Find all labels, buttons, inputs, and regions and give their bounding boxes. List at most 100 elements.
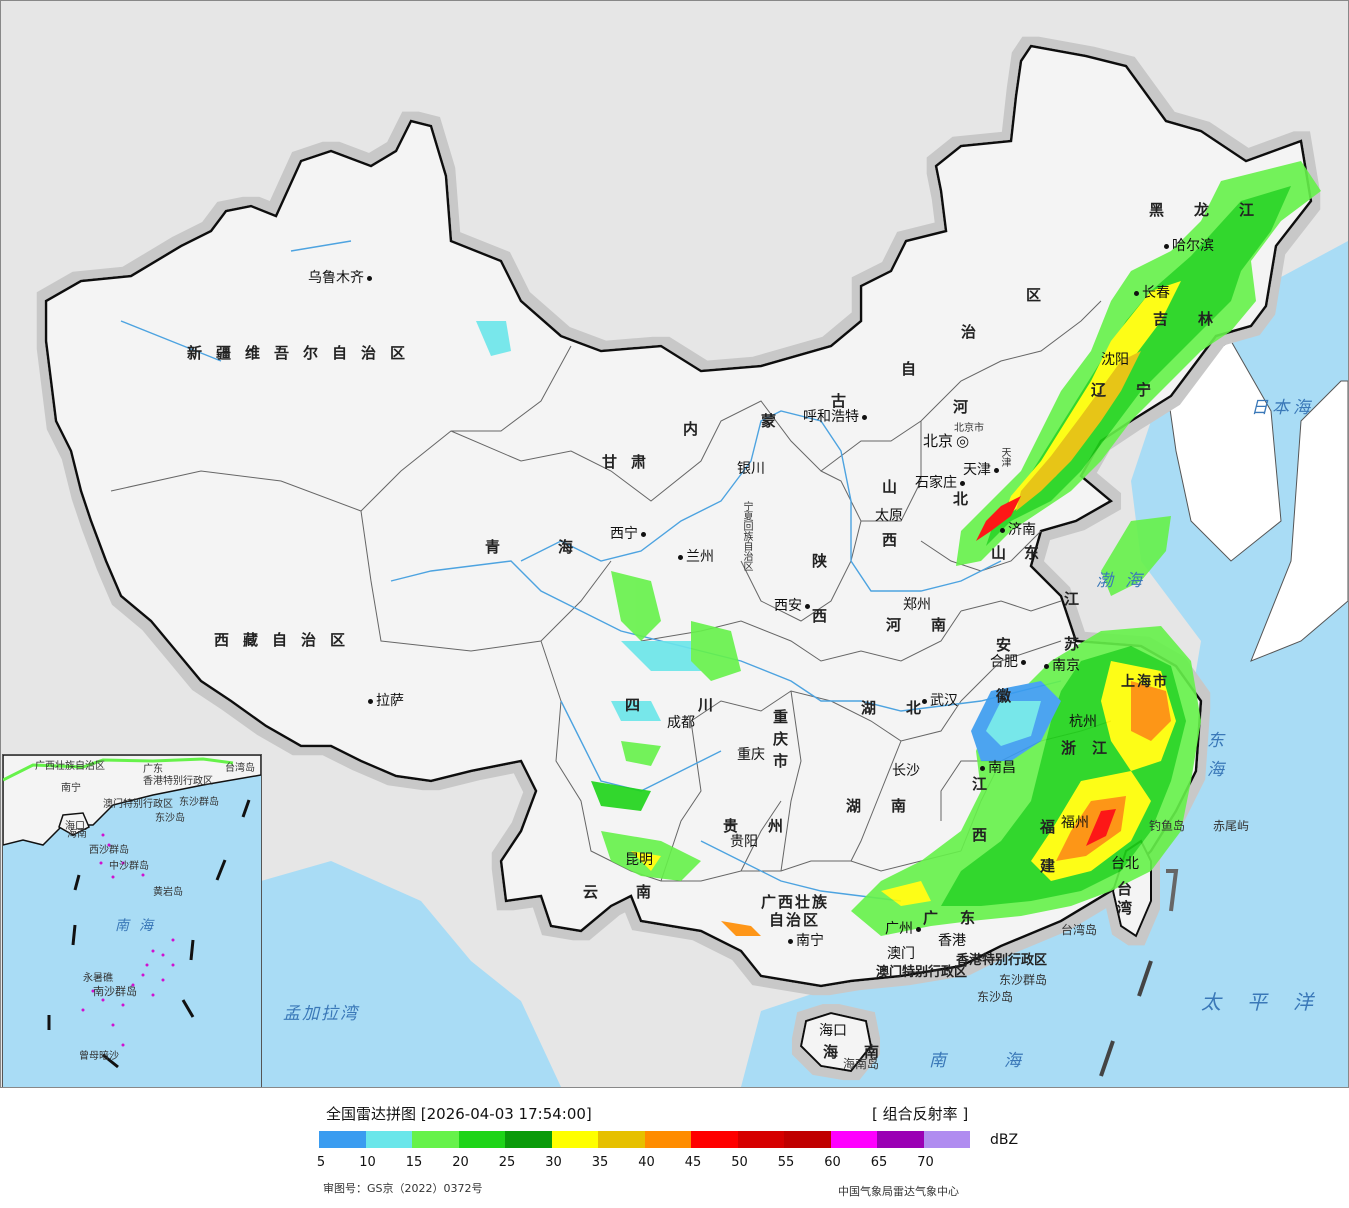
city-hongkong: 香港 [938, 933, 966, 949]
region-macau: 澳门特别行政区 [876, 965, 968, 980]
legend-title: 全国雷达拼图 [2026-04-03 17:54:00] [326, 1105, 592, 1123]
inset-label-guangdong: 广东 [143, 764, 163, 775]
legend-unit: dBZ [990, 1132, 1019, 1148]
region-shaanxi: 陕西 [810, 553, 828, 663]
city-chongqing: 重庆 [737, 747, 765, 763]
inset-label-macau: 澳门特别行政区 [103, 799, 173, 810]
region-ningxia: 宁夏回族自治区 [741, 501, 752, 571]
inset-label-haikou: 海口 [65, 821, 85, 832]
sea-pacific-label: 太平洋 [1201, 990, 1339, 1014]
region-xinjiang: 新疆维吾尔自治区 [187, 344, 420, 362]
inset-label-guangxi: 广西壮族自治区 [35, 761, 105, 772]
city-zhengzhou: 郑州 [903, 597, 931, 613]
japan-land [1250, 380, 1348, 662]
region-neimenggu-3: 古 [831, 392, 861, 410]
city-hangzhou: 杭州 [1069, 714, 1097, 730]
legend-tick-label: 50 [731, 1155, 748, 1170]
korea-land [1165, 340, 1282, 562]
region-hainan: 海南 [823, 1043, 906, 1061]
region-guangxi-1: 广西壮族 [761, 893, 830, 911]
region-guangdong: 广东 [923, 909, 998, 927]
inset-label-zengmu: 曾母暗沙 [79, 1051, 119, 1062]
city-hefei: 合肥 [990, 655, 1029, 669]
region-yunnan: 云南 [583, 883, 690, 901]
city-xian: 西安 [774, 599, 813, 613]
city-urumqi: 乌鲁木齐 [308, 271, 375, 285]
city-guangzhou: 广州 [885, 922, 924, 936]
legend-tick-label: 35 [591, 1155, 609, 1170]
inset-label-dongsha-island: 东沙岛 [155, 813, 185, 824]
legend-swatch [923, 1131, 970, 1148]
sea-south-label: 南海 [929, 1051, 1079, 1071]
pacific-dash-1 [1137, 960, 1153, 997]
inset-label-nansha: 南沙群岛 [93, 985, 137, 998]
city-taiyuan: 太原 [875, 508, 903, 524]
city-chengdu: 成都 [667, 715, 695, 731]
island-dongsha: 东沙岛 [977, 990, 1014, 1004]
region-qinghai: 青海 [485, 538, 632, 556]
region-gansu: 甘肃 [602, 453, 661, 471]
region-hubei: 湖北 [861, 699, 952, 717]
region-chongqing: 重庆市 [773, 708, 789, 770]
city-hohhot: 呼和浩特 [803, 410, 870, 424]
legend-tick-label: 55 [777, 1155, 795, 1170]
region-neimenggu-1: 内 [683, 420, 713, 438]
region-heilongjiang: 黑龙江 [1149, 201, 1285, 219]
city-shenyang: 沈阳 [1101, 352, 1129, 368]
legend-tick-label: 5 [316, 1155, 326, 1170]
island-diaoyu: 钓鱼岛 [1149, 819, 1186, 833]
sea-bengal [201, 861, 561, 1087]
region-neimenggu-4: 自 [901, 360, 931, 378]
inset-label-south-sea: 南海 [115, 918, 163, 934]
island-chiwei: 赤尾屿 [1213, 819, 1250, 833]
city-tianjin: 天津 [963, 463, 1002, 477]
region-hebei-1: 河 [953, 398, 983, 416]
legend-swatch [365, 1131, 412, 1148]
region-guangxi-2: 自治区 [769, 911, 821, 929]
city-wuhan: 武汉 [919, 694, 958, 708]
data-source: 中国气象局雷达气象中心 [838, 1185, 959, 1198]
city-guiyang: 贵阳 [730, 834, 758, 850]
legend-tick-label: 65 [870, 1155, 888, 1170]
city-yinchuan: 银川 [737, 461, 765, 477]
region-fujian: 福建 [1038, 819, 1056, 897]
inset-label-zhongsha: 中沙群岛 [109, 861, 149, 872]
region-taiwan: 台湾 [1115, 881, 1133, 919]
region-neimenggu-2: 蒙 [761, 412, 791, 430]
inset-label-taiwan: 台湾岛 [225, 763, 255, 774]
region-guizhou: 贵州 [723, 817, 814, 835]
region-shanghai-small: 上海市 [1121, 674, 1169, 690]
island-dongsha-islands: 东沙群岛 [999, 973, 1048, 987]
inset-label-hongkong: 香港特别行政区 [143, 776, 213, 787]
city-nanning: 南宁 [785, 934, 824, 948]
legend-swatch [644, 1131, 691, 1148]
inset-label-dongsha: 东沙群岛 [179, 797, 219, 808]
inset-label-nanning: 南宁 [61, 783, 81, 794]
region-neimenggu-6: 区 [1026, 286, 1056, 304]
region-jiangxi: 江西 [970, 776, 988, 878]
city-haikou: 海口 [819, 1023, 847, 1039]
legend-tick-label: 25 [498, 1155, 516, 1170]
hainan-land [799, 1011, 873, 1073]
legend-color-bar [319, 1131, 970, 1148]
city-lanzhou: 兰州 [675, 550, 714, 564]
pacific-dash-2 [1099, 1040, 1115, 1077]
city-beijing: 北京 ◎ [923, 432, 970, 450]
region-shanxi: 山西 [880, 479, 898, 585]
legend-panel: 全国雷达拼图 [2026-04-03 17:54:00] [ 组合反射率 ] d… [0, 1088, 1349, 1208]
region-beijing-small: 北京市 [954, 423, 984, 434]
legend-swatch [412, 1131, 459, 1148]
sea-bohai-label: 渤海 [1096, 571, 1154, 591]
legend-swatch [458, 1131, 505, 1148]
city-fuzhou: 福州 [1061, 815, 1089, 831]
region-hainan-island: 海南岛 [843, 1057, 880, 1071]
region-shandong: 山东 [991, 544, 1058, 562]
legend-swatch [598, 1131, 645, 1148]
inset-label-yongshu: 永暑礁 [83, 973, 113, 984]
inset-label-xisha: 西沙群岛 [89, 845, 129, 856]
region-hongkong: 香港特别行政区 [956, 953, 1048, 968]
region-hunan: 湖南 [846, 797, 937, 815]
region-liaoning: 辽宁 [1091, 381, 1182, 399]
city-kunming: 昆明 [625, 852, 653, 868]
region-neimenggu-5: 治 [961, 323, 991, 341]
